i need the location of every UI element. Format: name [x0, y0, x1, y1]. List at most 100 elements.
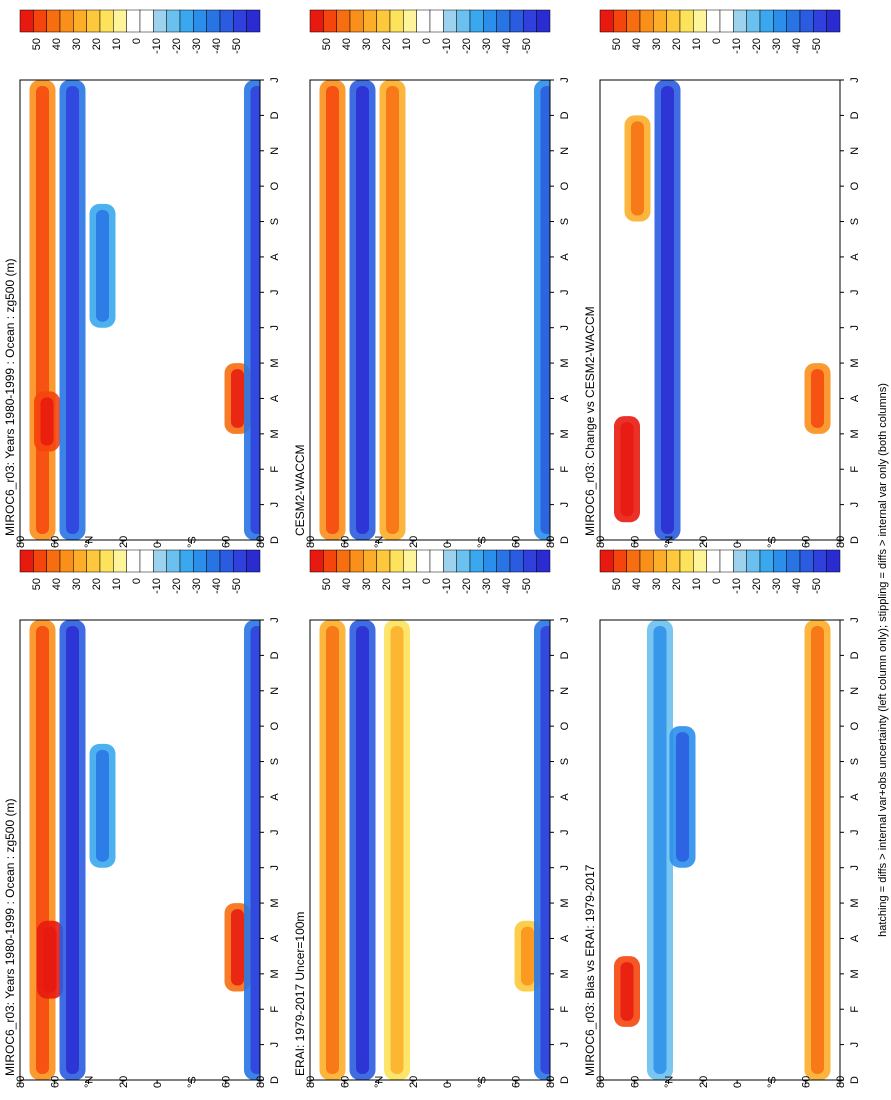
colorbar-swatch — [706, 549, 721, 573]
month-tick-label: J — [269, 290, 281, 296]
colorbar-swatch — [206, 9, 221, 33]
colorbar-swatch — [179, 9, 194, 33]
month-tick-label: F — [849, 466, 861, 473]
month-tick-label: J — [269, 865, 281, 871]
colorbar-label: -30 — [191, 578, 203, 594]
colorbar-swatch — [113, 549, 127, 573]
lat-tick-label: 0 — [442, 1082, 454, 1088]
month-tick-label: S — [269, 218, 281, 225]
heatmap-core — [96, 749, 109, 862]
colorbar-label: 20 — [671, 578, 683, 590]
heatmap-core — [620, 962, 634, 1021]
colorbar-swatch — [416, 549, 431, 573]
plot-frame — [19, 619, 261, 1081]
heatmap-core — [326, 86, 339, 534]
heatmap-core — [676, 732, 689, 862]
heatmap-core — [540, 86, 550, 534]
colorbar: 50 40 30 20 10 0 -10 -20 -30 -40 -50 — [599, 549, 841, 594]
month-tick-label: N — [559, 147, 571, 155]
colorbar-label: -30 — [481, 578, 493, 594]
month-tick-label: D — [559, 651, 571, 659]
heatmap-core — [811, 626, 824, 1074]
month-tick-label: A — [849, 394, 861, 402]
heatmap-core — [620, 422, 634, 517]
lat-tick-label: °N — [374, 536, 386, 548]
month-tick-label: J — [269, 325, 281, 331]
lat-tick-label: °N — [84, 1076, 96, 1088]
heatmap-core — [36, 86, 49, 534]
month-tick-label: J — [559, 617, 571, 623]
colorbar-swatch — [813, 9, 827, 33]
colorbar-swatch — [139, 549, 154, 573]
lat-tick-label: 80 — [595, 1076, 607, 1088]
colorbar-swatch — [219, 9, 234, 33]
month-tick-label: S — [559, 218, 571, 225]
heatmap-core — [386, 86, 399, 534]
colorbar: 50 40 30 20 10 0 -10 -20 -30 -40 -50 — [309, 9, 551, 54]
month-tick-label: J — [559, 502, 571, 508]
colorbar-label: -40 — [791, 38, 803, 54]
colorbar-label: -50 — [521, 578, 533, 594]
colorbar-swatch — [693, 549, 707, 573]
colorbar-swatch — [179, 549, 194, 573]
lat-tick-label: 80 — [835, 536, 847, 548]
colorbar-swatch — [666, 549, 681, 573]
lat-tick-label: 0 — [442, 542, 454, 548]
colorbar-label: 20 — [91, 38, 103, 50]
colorbar-swatch — [349, 9, 364, 33]
heatmap-panel: 80 60 °N 20 0 °S 60 80 DJFMAMJJASONDJMIROC6_r03:… — [583, 77, 861, 548]
heatmap-core — [43, 926, 57, 993]
lat-tick-label: 80 — [595, 536, 607, 548]
lat-tick-label: 60 — [511, 1076, 523, 1088]
lat-tick-label: 80 — [305, 1076, 317, 1088]
colorbar-label: 10 — [111, 578, 123, 590]
plot-frame — [309, 79, 551, 541]
lat-tick-label: 80 — [255, 1076, 267, 1088]
month-tick-label: O — [269, 721, 281, 730]
footnote: hatching = diffs > internal var+obs unce… — [877, 383, 889, 937]
colorbar-swatch — [746, 549, 761, 573]
month-tick-label: J — [559, 1042, 571, 1048]
lat-tick-label: 60 — [339, 1076, 351, 1088]
colorbar-label: 40 — [341, 578, 353, 590]
colorbar-label: -50 — [521, 38, 533, 54]
colorbar-swatch — [363, 9, 377, 33]
heatmap-core — [356, 86, 369, 534]
month-tick-label: N — [559, 687, 571, 695]
colorbar-swatch — [773, 9, 787, 33]
lat-tick-label: 20 — [408, 1076, 420, 1088]
colorbar-swatch — [536, 9, 551, 33]
month-tick-label: A — [559, 253, 571, 261]
colorbar-label: 30 — [71, 578, 83, 590]
colorbar-swatch — [826, 9, 841, 33]
colorbar-label: -10 — [151, 38, 163, 54]
lat-tick-label: 60 — [221, 1076, 233, 1088]
month-tick-label: J — [269, 502, 281, 508]
lat-tick-label: °S — [186, 536, 198, 548]
lat-tick-label: 20 — [118, 536, 130, 548]
panel-title: MIROC6_r03: Bias vs ERAI: 1979-2017 — [583, 864, 597, 1076]
colorbar-swatch — [246, 9, 261, 33]
colorbar-label: 50 — [321, 38, 333, 50]
colorbar-swatch — [73, 549, 87, 573]
lat-tick-label: 80 — [305, 536, 317, 548]
month-tick-label: N — [269, 147, 281, 155]
month-tick-label: S — [559, 758, 571, 765]
colorbar-swatch — [193, 9, 207, 33]
colorbar-swatch — [733, 549, 747, 573]
colorbar-label: -30 — [481, 38, 493, 54]
colorbar-label: 30 — [71, 38, 83, 50]
lat-tick-label: 80 — [255, 536, 267, 548]
colorbar-swatch — [719, 9, 734, 33]
colorbar-swatch — [153, 9, 167, 33]
month-tick-label: O — [559, 721, 571, 730]
colorbar-swatch — [46, 549, 61, 573]
colorbar-label: 20 — [381, 578, 393, 590]
colorbar-label: -10 — [151, 578, 163, 594]
colorbar-swatch — [679, 9, 694, 33]
colorbar-swatch — [626, 549, 641, 573]
colorbar-swatch — [469, 9, 484, 33]
month-tick-label: F — [269, 1006, 281, 1013]
